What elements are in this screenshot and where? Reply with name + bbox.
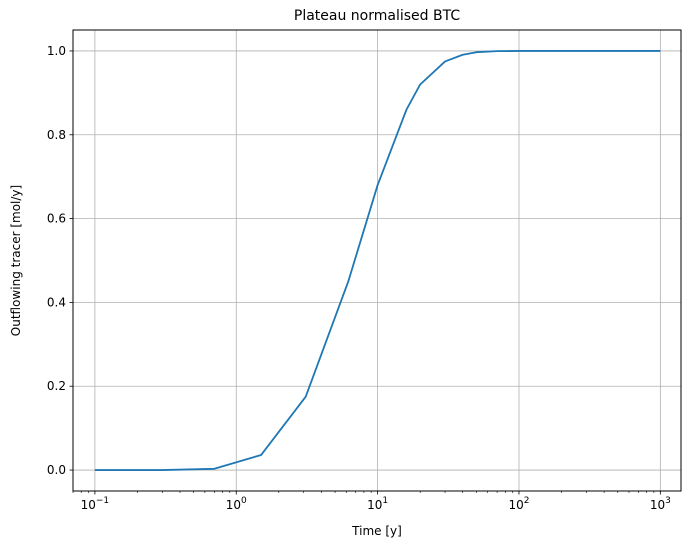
y-tick-label: 0.6 [47,212,66,226]
x-tick-label: 103 [650,496,671,512]
y-tick-label: 0.2 [47,379,66,393]
chart-title: Plateau normalised BTC [294,8,460,24]
y-axis-title: Outflowing tracer [mol/y] [9,185,23,336]
x-tick-label: 102 [508,496,529,512]
x-tick-label: 101 [367,496,388,512]
y-tick-label: 0.4 [47,295,66,309]
x-tick-label: 100 [226,496,247,512]
series-layer [94,50,661,471]
x-axis-title: Time [y] [351,524,402,538]
y-tick-label: 0.0 [47,463,66,477]
y-tick-label: 0.8 [47,128,66,142]
x-tick-label: 10−1 [81,496,110,512]
y-tick-label: 1.0 [47,44,66,58]
series-line [94,50,661,471]
plot-frame [72,29,682,492]
ticks: 10−1 100 101 102 103 0.0 0.2 0.4 0.6 0.8 1.0 [47,44,671,512]
